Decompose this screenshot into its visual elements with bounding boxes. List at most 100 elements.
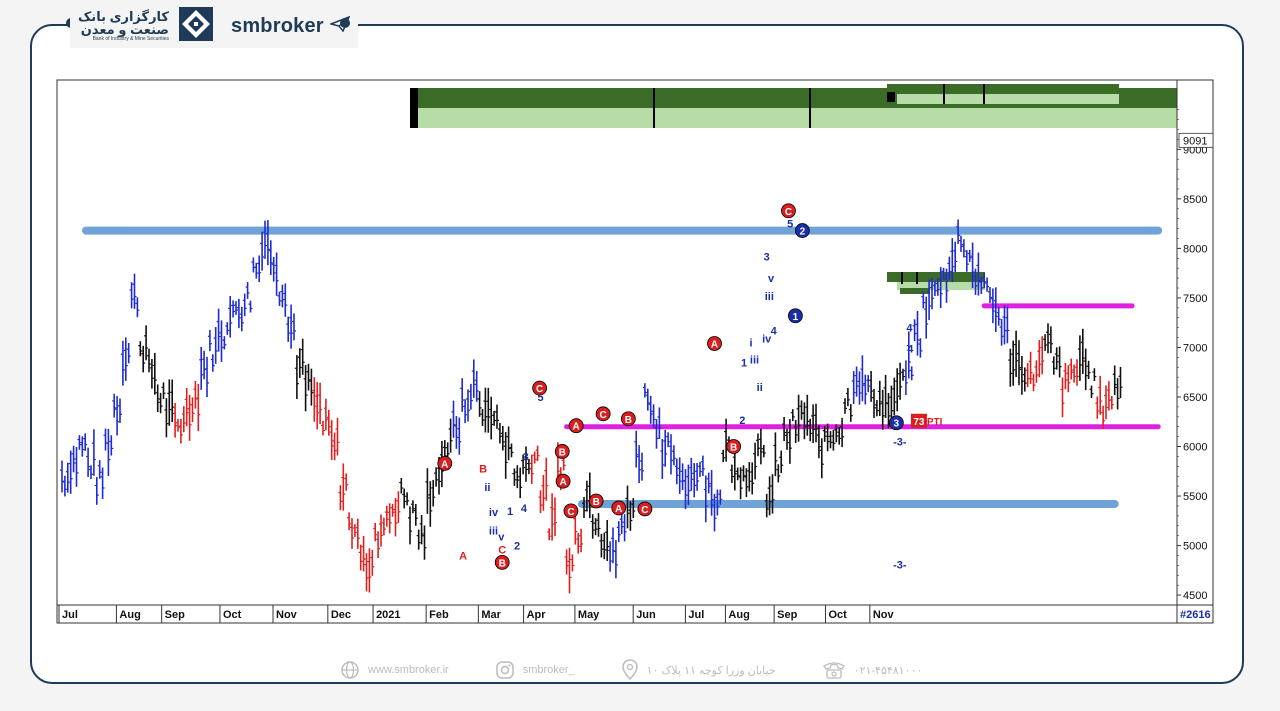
wave-label: 2: [800, 227, 806, 238]
wave-label-circle: [726, 439, 742, 454]
target-box-small-light: [897, 94, 1119, 104]
wave-label: A: [573, 422, 580, 433]
wave-label-circle: [555, 473, 571, 489]
bank-name-en: Bank of Industry & Mine Securities: [92, 36, 169, 43]
wave-label: iv: [762, 334, 772, 346]
x-tick-label: Aug: [728, 609, 749, 621]
wave-label: 2: [514, 541, 520, 553]
x-tick-label: Apr: [527, 609, 547, 621]
bank-name-line1: کارگزاری بانک: [78, 8, 169, 24]
wave-label-circle: [888, 415, 904, 431]
y-tick-label: 4500: [1183, 590, 1207, 602]
y-tick-label: 7500: [1183, 293, 1207, 305]
price-bars: [60, 219, 1123, 594]
phone-icon: [822, 660, 846, 680]
wave-label-box: [910, 413, 927, 428]
x-tick-label: Aug: [119, 609, 140, 621]
globe-icon: [340, 660, 360, 680]
y-tick-label: 5000: [1183, 541, 1207, 553]
mini-marker-1: [916, 272, 918, 284]
wave-label: v: [768, 273, 775, 285]
wave-label-circle: [707, 336, 722, 351]
x-tick-label: Oct: [223, 609, 242, 621]
wave-label: v: [498, 532, 505, 544]
wave-label: ii: [484, 482, 490, 494]
wave-label: iv: [489, 507, 499, 519]
wave-label: iii: [765, 291, 774, 303]
y-tick-label: 8500: [1183, 194, 1207, 206]
x-tick-label: 2021: [376, 609, 400, 621]
wave-label: C: [536, 384, 543, 395]
wave-label: i: [750, 338, 753, 350]
bank-logo-icon: [179, 6, 213, 46]
footer-website[interactable]: www.smbroker.ir: [340, 660, 449, 680]
wave-label: B: [730, 443, 737, 454]
y-tick-label: 6500: [1183, 392, 1207, 404]
wave-label: 3: [894, 419, 900, 430]
wave-label-circle: [494, 555, 510, 570]
x-tick-label: Sep: [777, 609, 797, 621]
target-box-light: [410, 108, 1177, 128]
wave-label: B: [499, 558, 506, 569]
mini-box-dark-2: [900, 288, 930, 294]
wave-label: B: [479, 463, 487, 475]
y-tick-label: 5500: [1183, 491, 1207, 503]
instagram-icon: [495, 660, 515, 680]
wave-label: C: [600, 410, 607, 421]
target-marker-1: [653, 88, 655, 128]
footer-phone[interactable]: ۰۲۱-۴۵۴۸۱۰۰۰: [822, 660, 923, 680]
wave-label-circle: [588, 493, 604, 509]
wave-label: -3-: [893, 559, 907, 571]
mini-box-dark: [887, 272, 985, 282]
y-axis: 4500500055006000650070007500800085009000…: [1176, 79, 1214, 606]
x-tick-label: May: [578, 609, 600, 621]
target-marker-4: [943, 84, 945, 104]
y-tick-label: 7000: [1183, 342, 1207, 354]
y-axis-panel: [1176, 79, 1214, 606]
wave-label: 5: [787, 219, 793, 231]
y-tick-label: 6000: [1183, 442, 1207, 454]
wave-label: 1: [793, 312, 799, 323]
wave-label: B: [593, 497, 600, 508]
x-axis: Jul Aug Sep Oct Nov Dec 2021 Feb Mar Apr May Jun Jul…: [56, 604, 1214, 624]
footer-phone-text: ۰۲۱-۴۵۴۸۱۰۰۰: [853, 664, 923, 677]
x-tick-label: Dec: [331, 609, 351, 621]
y-tick-label: 8000: [1183, 243, 1207, 255]
footer-instagram[interactable]: smbroker_: [495, 660, 575, 680]
wave-label: C: [641, 505, 648, 516]
wave-label: 73: [913, 417, 925, 428]
wave-label: 1: [507, 506, 513, 518]
wave-label: A: [560, 477, 567, 488]
wave-label: B: [625, 415, 632, 426]
target-marker-0: [410, 88, 418, 128]
target-box-small-dark: [887, 84, 1119, 94]
x-tick-label: Jul: [688, 609, 704, 621]
x-tick-label: Nov: [276, 609, 298, 621]
wave-label: A: [615, 504, 622, 515]
wave-label-circle: [568, 418, 584, 434]
wave-label: PTI: [927, 417, 943, 428]
wave-label-circle: [554, 444, 570, 459]
footer-website-text: www.smbroker.ir: [368, 664, 449, 676]
bar-count-box: [1176, 604, 1214, 624]
x-tick-label: Sep: [165, 609, 185, 621]
x-tick-label: Oct: [828, 609, 847, 621]
bank-name: کارگزاری بانک صنعت و معدن Bank of Indust…: [78, 10, 169, 43]
footer-instagram-text: smbroker_: [522, 664, 575, 676]
footer: www.smbroker.ir smbroker_ خیابان وزرا کو…: [340, 656, 922, 684]
wave-label: 3: [764, 251, 770, 263]
wave-label: iii: [489, 526, 498, 538]
wave-label: C: [785, 207, 792, 218]
last-price-label: 9091: [1183, 135, 1207, 147]
x-tick-label: Jul: [62, 609, 78, 621]
wave-label: 4: [907, 343, 914, 355]
wave-label: -3-: [893, 437, 907, 449]
brand-name: smbroker: [231, 14, 324, 37]
target-marker-5: [983, 84, 985, 104]
wave-label: ii: [757, 382, 763, 394]
bank-name-line2: صنعت و معدن: [80, 22, 169, 38]
location-pin-icon: [621, 659, 639, 681]
top-boxes: [410, 84, 1177, 294]
wave-label-circle: [563, 503, 579, 519]
